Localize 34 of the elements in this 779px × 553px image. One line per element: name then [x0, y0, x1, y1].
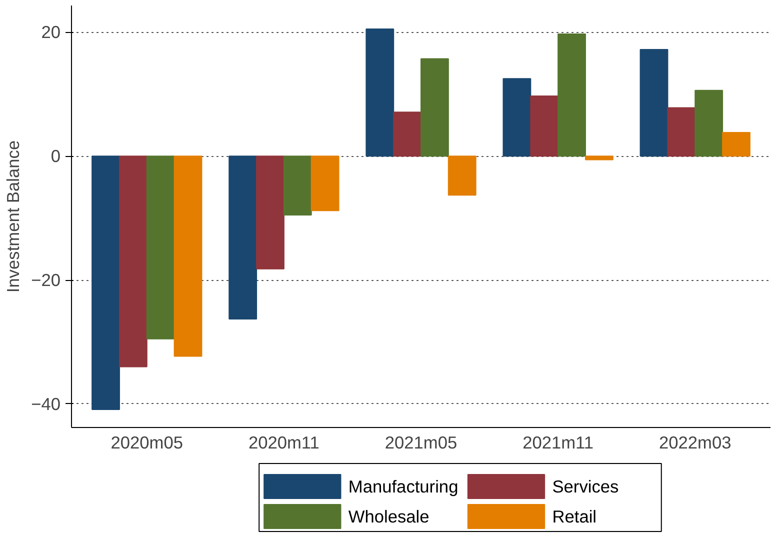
x-tick-label: 2022m03 — [658, 432, 732, 452]
bar — [228, 156, 258, 320]
x-tick-label: 2020m05 — [110, 432, 184, 452]
bar — [640, 48, 668, 157]
bar — [722, 132, 750, 157]
bar — [146, 156, 175, 340]
legend-label: Wholesale — [348, 506, 430, 526]
y-tick-label: −20 — [31, 270, 61, 290]
bar — [667, 107, 696, 157]
y-axis-title: Investment Balance — [3, 140, 24, 293]
y-tick-label: 0 — [50, 146, 61, 166]
bar — [118, 156, 148, 368]
bar — [310, 156, 340, 212]
bar — [256, 156, 284, 270]
x-tick-label: 2021m05 — [384, 432, 458, 452]
legend-label: Services — [552, 476, 620, 496]
bar — [530, 95, 559, 157]
legend-label: Retail — [552, 506, 597, 526]
y-tick-label: −40 — [31, 394, 61, 414]
bar — [502, 78, 532, 157]
bar — [92, 156, 120, 410]
bar — [694, 90, 724, 157]
bar — [393, 112, 422, 157]
bar — [283, 156, 312, 216]
bar — [448, 156, 476, 196]
bar — [174, 156, 202, 357]
bar — [366, 28, 394, 157]
legend-label: Manufacturing — [348, 476, 458, 496]
bar — [584, 156, 614, 160]
x-tick-label: 2021m11 — [522, 432, 594, 452]
y-tick-label: 20 — [41, 22, 61, 42]
bar — [420, 58, 449, 157]
bar — [558, 34, 586, 157]
x-tick-label: 2020m11 — [248, 432, 320, 452]
